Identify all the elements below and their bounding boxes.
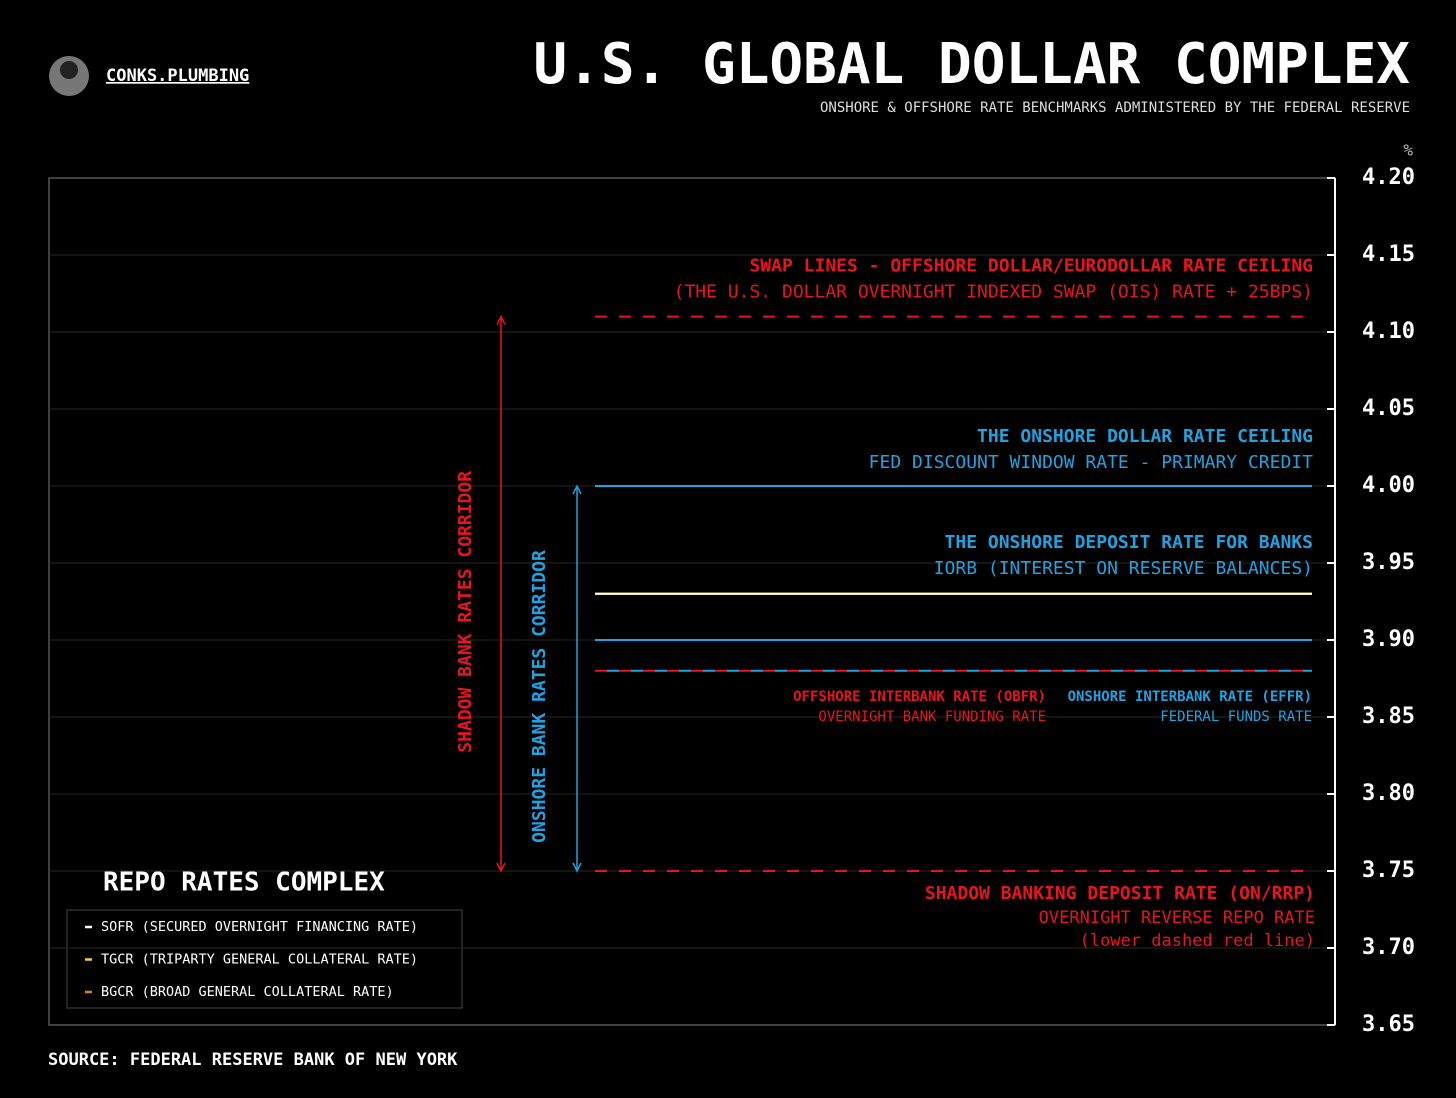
unit-label: % <box>1403 141 1413 160</box>
y-tick-label: 3.70 <box>1362 935 1415 960</box>
corridor-label: SHADOW BANK RATES CORRIDOR <box>455 471 476 753</box>
source: SOURCE: FEDERAL RESERVE BANK OF NEW YORK <box>48 1050 458 1070</box>
y-tick-label: 4.00 <box>1362 473 1415 498</box>
rate-level-sublabel: FED DISCOUNT WINDOW RATE - PRIMARY CREDI… <box>869 452 1313 473</box>
rate-level-sublabel: IORB (INTEREST ON RESERVE BALANCES) <box>934 558 1313 579</box>
corridor-label: ONSHORE BANK RATES CORRIDOR <box>529 550 550 843</box>
rate-level-sublabel: OVERNIGHT BANK FUNDING RATE <box>818 709 1046 725</box>
chart-subtitle: ONSHORE & OFFSHORE RATE BENCHMARKS ADMIN… <box>820 100 1410 116</box>
rate-level-label: SHADOW BANKING DEPOSIT RATE (ON/RRP) <box>925 883 1315 904</box>
rate-level-label: THE ONSHORE DEPOSIT RATE FOR BANKS <box>945 532 1313 553</box>
rate-level-sublabel: FEDERAL FUNDS RATE <box>1160 709 1312 725</box>
legend-label: SOFR (SECURED OVERNIGHT FINANCING RATE) <box>101 919 418 935</box>
y-tick-label: 4.20 <box>1362 165 1415 190</box>
rate-level-label: SWAP LINES - OFFSHORE DOLLAR/EURODOLLAR … <box>749 256 1313 277</box>
brand[interactable]: CONKS.PLUMBING <box>106 66 249 86</box>
rate-level-label: ONSHORE INTERBANK RATE (EFFR) <box>1068 689 1312 705</box>
rate-level-note: (lower dashed red line) <box>1080 931 1315 951</box>
arrow-head <box>496 314 506 325</box>
legend-title: REPO RATES COMPLEX <box>103 868 385 898</box>
arrow-head <box>572 484 582 495</box>
y-tick-label: 4.15 <box>1362 242 1415 267</box>
y-tick-label: 3.85 <box>1362 704 1415 729</box>
chart-title: U.S. GLOBAL DOLLAR COMPLEX <box>533 32 1410 97</box>
legend-box <box>66 909 463 1009</box>
y-tick-label: 3.65 <box>1362 1012 1415 1037</box>
rate-level-sublabel: (THE U.S. DOLLAR OVERNIGHT INDEXED SWAP … <box>674 282 1313 303</box>
rate-level-label: THE ONSHORE DOLLAR RATE CEILING <box>977 426 1313 447</box>
legend-label: BGCR (BROAD GENERAL COLLATERAL RATE) <box>101 984 394 1000</box>
rate-level-label: OFFSHORE INTERBANK RATE (OBFR) <box>793 689 1046 705</box>
y-tick-label: 3.80 <box>1362 781 1415 806</box>
legend-label: TGCR (TRIPARTY GENERAL COLLATERAL RATE) <box>101 952 418 968</box>
arrow-head <box>496 862 506 873</box>
arrow-head <box>572 862 582 873</box>
y-tick-label: 3.90 <box>1362 627 1415 652</box>
y-tick-label: 4.10 <box>1362 319 1415 344</box>
y-tick-label: 3.95 <box>1362 550 1415 575</box>
y-tick-label: 4.05 <box>1362 396 1415 421</box>
y-tick-label: 3.75 <box>1362 858 1415 883</box>
rate-level-sublabel: OVERNIGHT REVERSE REPO RATE <box>1039 908 1315 928</box>
logo-figure <box>60 61 78 79</box>
